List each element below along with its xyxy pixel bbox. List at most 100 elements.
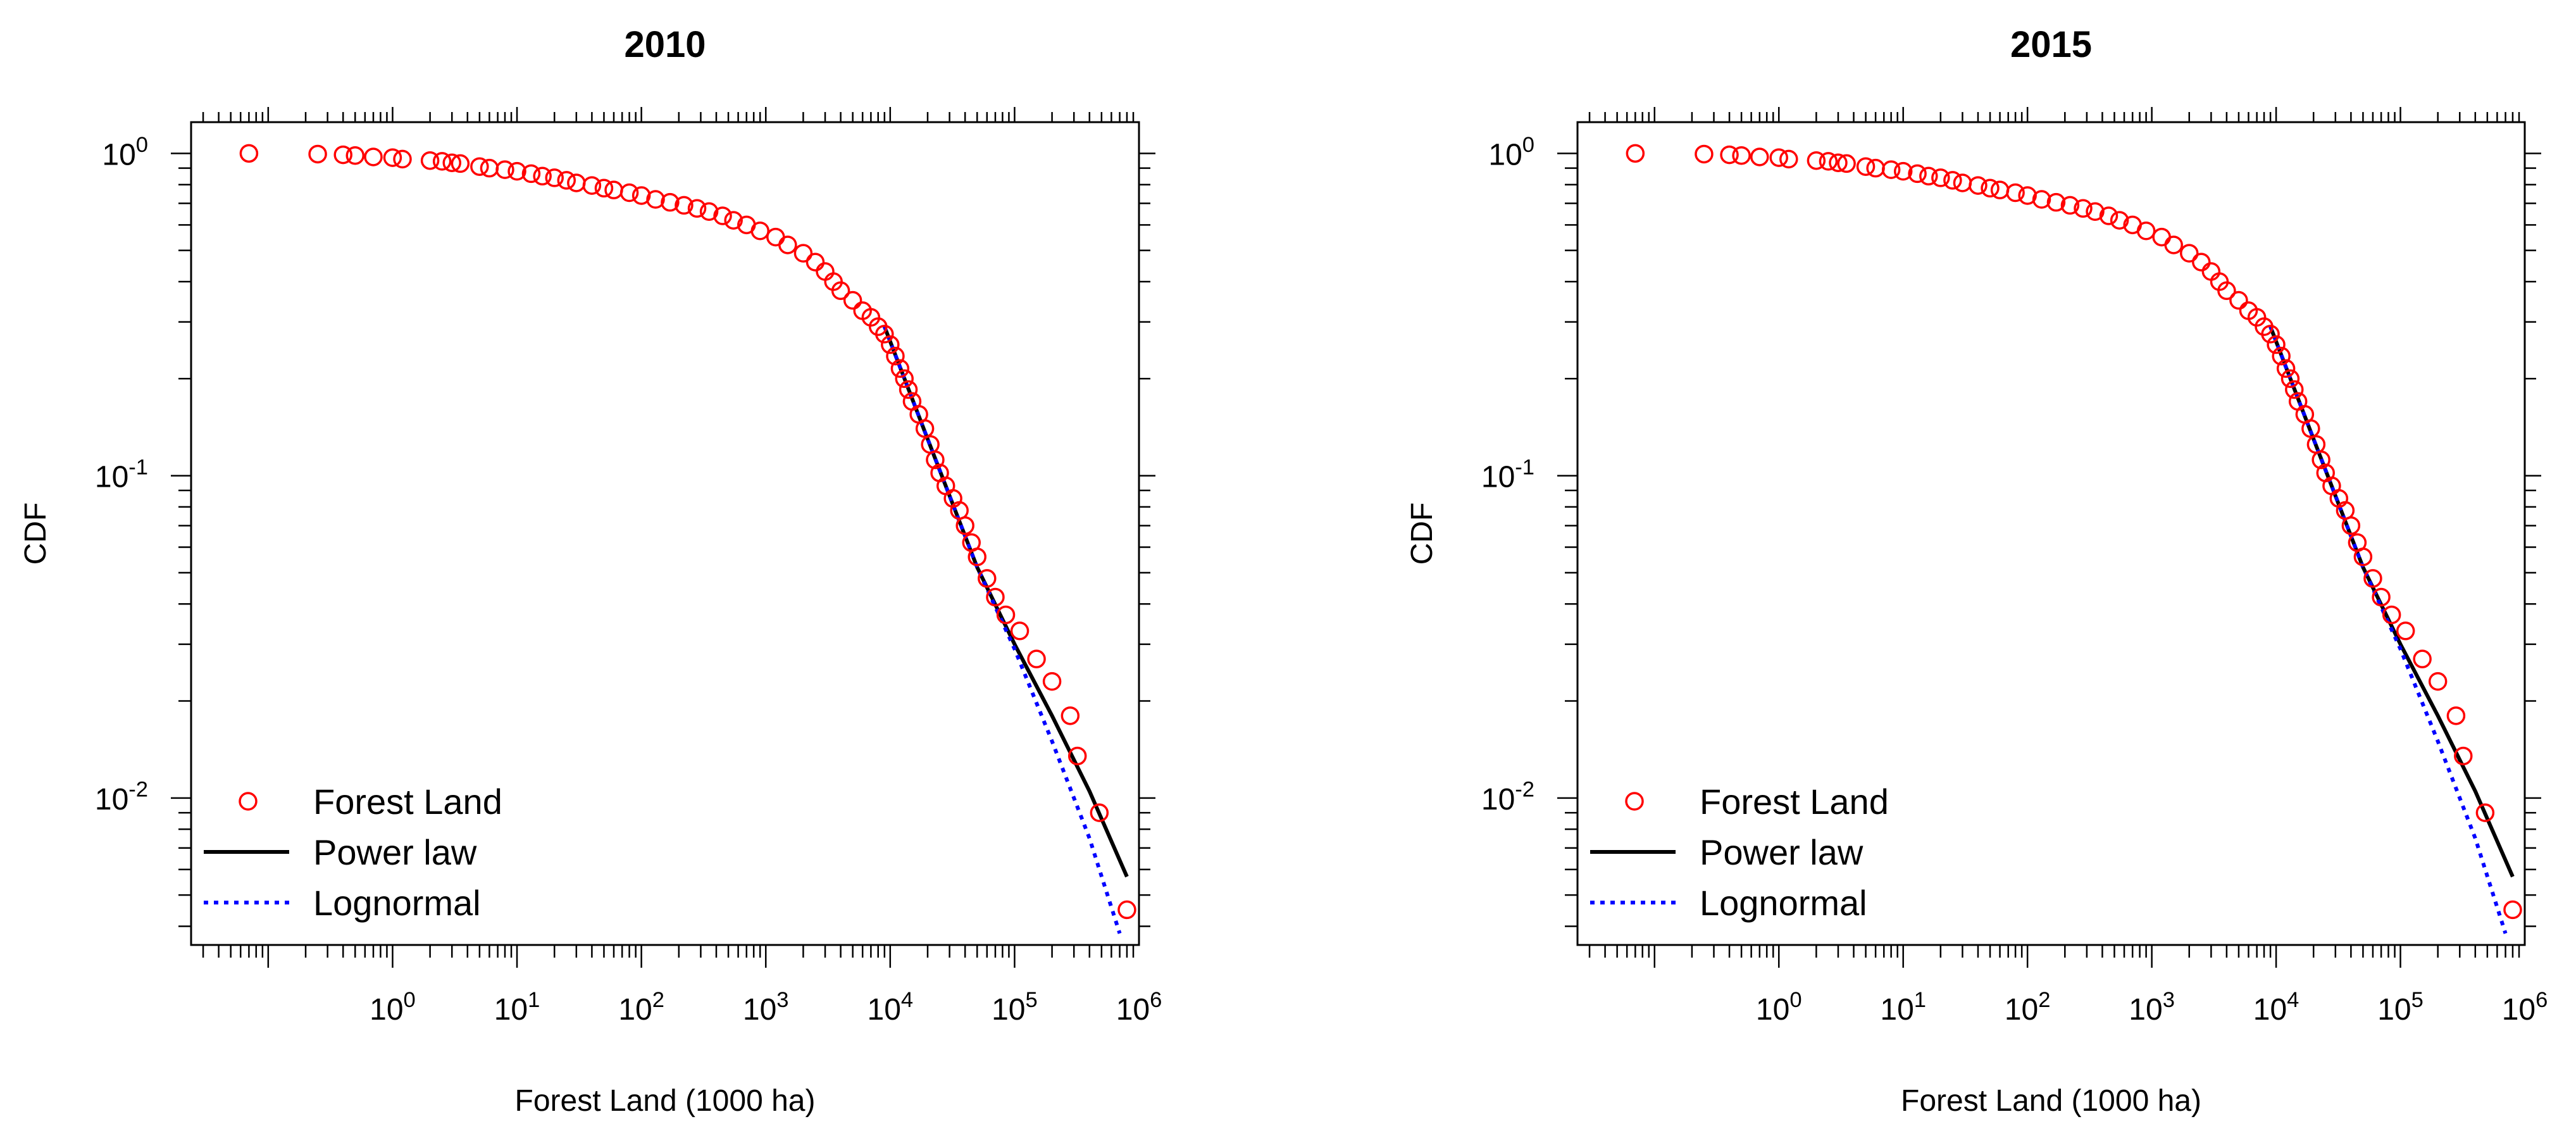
data-point xyxy=(2217,281,2236,301)
data-point xyxy=(713,206,732,225)
data-point xyxy=(495,160,514,179)
data-point xyxy=(2032,190,2051,209)
data-point xyxy=(432,152,452,171)
x-tick-label: 100 xyxy=(1756,988,1802,1027)
data-point xyxy=(1969,176,1988,195)
legend-points-symbol xyxy=(239,792,258,811)
data-point xyxy=(567,173,586,192)
data-point xyxy=(875,325,894,344)
data-point xyxy=(2006,183,2025,203)
power-law-line xyxy=(883,326,1129,878)
data-point xyxy=(1866,158,1885,178)
data-point xyxy=(915,419,935,438)
data-point xyxy=(2201,262,2221,281)
data-point xyxy=(2363,569,2382,588)
data-point xyxy=(393,149,412,169)
data-point xyxy=(968,547,986,566)
data-point xyxy=(2446,706,2466,725)
data-point xyxy=(1981,178,2000,198)
data-point xyxy=(594,178,614,198)
data-point xyxy=(687,199,707,218)
data-point xyxy=(2341,516,2361,535)
data-point xyxy=(1829,153,1848,172)
data-point xyxy=(1856,157,1876,176)
x-tick-label: 104 xyxy=(868,988,914,1027)
data-point xyxy=(1061,706,1080,725)
data-point xyxy=(831,281,850,301)
data-point xyxy=(632,186,651,205)
data-point xyxy=(619,183,639,203)
x-minor-ticks xyxy=(1588,107,2520,968)
chart-title: 2015 xyxy=(2010,24,2092,65)
data-point xyxy=(420,151,440,170)
y-axis-label: CDF xyxy=(19,503,53,565)
data-point xyxy=(2060,196,2080,215)
data-point xyxy=(308,144,327,164)
data-point xyxy=(2136,221,2156,241)
data-point xyxy=(2192,253,2211,272)
data-point xyxy=(533,166,552,186)
data-point xyxy=(2152,227,2171,247)
data-point xyxy=(507,161,526,181)
data-point xyxy=(2074,199,2093,218)
x-tick-label: 102 xyxy=(618,988,664,1027)
data-point xyxy=(1626,144,1645,163)
legend-label: Power law xyxy=(313,832,477,872)
data-point xyxy=(2280,369,2300,389)
x-minor-ticks xyxy=(202,107,1135,968)
data-point xyxy=(1908,164,1927,184)
data-point xyxy=(2110,211,2129,230)
data-point xyxy=(442,153,461,172)
x-tick-label: 106 xyxy=(1116,988,1162,1027)
data-point xyxy=(675,196,694,215)
data-point xyxy=(364,147,383,166)
data-point xyxy=(1117,900,1136,920)
data-point xyxy=(926,450,945,470)
data-point xyxy=(996,605,1016,625)
x-tick-label: 101 xyxy=(494,988,540,1027)
data-point xyxy=(766,227,785,247)
data-point xyxy=(2353,547,2373,566)
data-point xyxy=(1881,160,1901,179)
x-tick-label: 105 xyxy=(2377,988,2424,1027)
x-tick-label: 103 xyxy=(2129,988,2175,1027)
chart-panel-2015: 2015 100 101 102 103 104 105 106 10-2 10-1 100 Fore… xyxy=(1405,24,2548,1118)
data-point xyxy=(2301,419,2320,438)
data-point xyxy=(451,154,470,173)
data-point xyxy=(955,516,974,535)
data-point xyxy=(750,221,769,241)
data-point xyxy=(2086,202,2105,221)
data-point xyxy=(1010,622,1030,641)
data-point xyxy=(2229,291,2248,310)
data-point xyxy=(480,158,499,178)
data-point xyxy=(1931,168,1950,187)
data-point xyxy=(843,291,862,310)
data-point xyxy=(2372,587,2391,607)
data-point xyxy=(2046,192,2066,212)
legend: Forest Land Power law Lognormal xyxy=(204,782,502,923)
legend-label: Forest Land xyxy=(1700,782,1889,822)
y-tick-label: 10-2 xyxy=(1481,778,1534,816)
y-tick-label: 10-1 xyxy=(1481,455,1534,494)
y-axis-label: CDF xyxy=(1405,503,1439,565)
data-point xyxy=(2261,325,2280,344)
data-point xyxy=(724,211,743,230)
data-point xyxy=(582,176,602,195)
forest-land-points xyxy=(239,144,1136,920)
plot-frame xyxy=(190,121,1140,946)
data-point xyxy=(778,235,797,254)
legend-points-symbol xyxy=(1625,792,1644,811)
data-point xyxy=(545,168,564,187)
data-point xyxy=(2272,346,2291,366)
chart-title: 2010 xyxy=(624,24,706,65)
data-point xyxy=(2267,335,2286,354)
data-point xyxy=(1819,152,1838,171)
data-point xyxy=(2413,649,2432,668)
data-point xyxy=(521,164,541,184)
data-point xyxy=(2180,244,2199,263)
data-point xyxy=(886,346,905,366)
data-point xyxy=(333,145,352,165)
data-point xyxy=(890,359,910,378)
